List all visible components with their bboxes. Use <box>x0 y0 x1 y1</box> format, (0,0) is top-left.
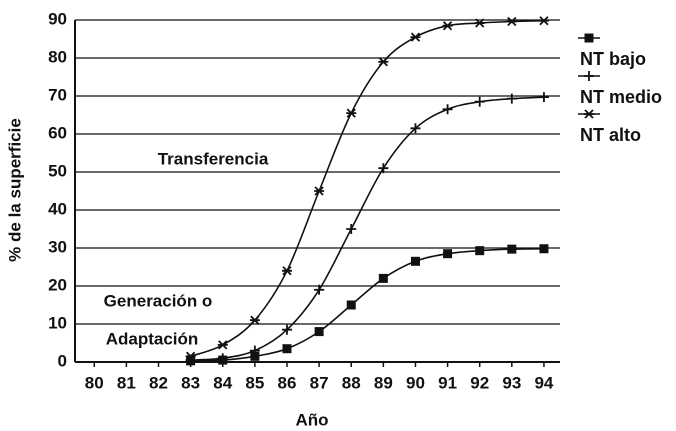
data-point <box>410 123 421 134</box>
data-point <box>443 249 453 259</box>
data-point <box>378 273 388 283</box>
x-tick-label: 83 <box>181 373 200 392</box>
data-point <box>475 246 485 256</box>
data-point <box>314 327 324 337</box>
data-point <box>314 186 325 196</box>
data-point <box>474 18 485 28</box>
data-point <box>250 351 260 361</box>
data-point <box>474 96 485 107</box>
x-tick-label: 82 <box>149 373 168 392</box>
x-tick-label: 91 <box>438 373 457 392</box>
data-point <box>442 21 453 31</box>
data-point <box>217 340 228 350</box>
x-tick-label: 93 <box>502 373 521 392</box>
y-tick-label: 90 <box>48 9 67 28</box>
data-point <box>281 324 292 335</box>
y-tick-label: 50 <box>48 161 67 180</box>
legend-marker <box>584 71 594 81</box>
annotation: Transferencia <box>158 149 269 168</box>
data-point <box>507 244 517 254</box>
data-point <box>506 93 517 104</box>
x-tick-label: 92 <box>470 373 489 392</box>
y-tick-label: 60 <box>48 123 67 142</box>
legend-label: NT bajo <box>580 49 646 69</box>
data-point <box>346 300 356 310</box>
data-point <box>506 16 517 27</box>
x-tick-label: 80 <box>85 373 104 392</box>
series-line <box>190 247 544 362</box>
y-axis-label: % de la superficie <box>5 118 24 262</box>
x-tick-label: 88 <box>342 373 361 392</box>
data-point <box>249 315 260 325</box>
legend-label: NT medio <box>580 87 662 107</box>
data-point <box>185 351 196 361</box>
data-point <box>410 256 420 266</box>
x-tick-label: 86 <box>278 373 297 392</box>
annotation: Generación o <box>104 291 213 310</box>
data-point <box>378 57 389 67</box>
x-tick-label: 94 <box>534 373 553 392</box>
data-point <box>281 266 292 276</box>
data-point <box>282 344 292 354</box>
x-tick-label: 90 <box>406 373 425 392</box>
x-tick-label: 85 <box>245 373 264 392</box>
legend-marker <box>584 109 594 119</box>
series-line <box>190 96 544 361</box>
data-point <box>346 224 357 234</box>
data-point <box>346 108 357 118</box>
legend-marker <box>584 33 594 43</box>
y-tick-label: 40 <box>48 199 67 218</box>
x-tick-label: 81 <box>117 373 136 392</box>
data-point <box>442 104 453 115</box>
legend-label: NT alto <box>580 125 641 145</box>
data-point <box>539 244 549 254</box>
x-tick-label: 89 <box>374 373 393 392</box>
data-point <box>538 16 549 26</box>
data-point <box>378 163 389 174</box>
y-tick-label: 10 <box>48 313 67 332</box>
data-point <box>410 32 421 42</box>
data-point <box>249 345 260 356</box>
annotation: Adaptación <box>106 329 199 348</box>
data-point <box>314 284 325 295</box>
y-tick-label: 30 <box>48 237 67 256</box>
y-tick-label: 20 <box>48 275 67 294</box>
data-point <box>538 92 549 103</box>
data-point <box>217 353 228 364</box>
x-tick-label: 84 <box>213 373 232 392</box>
y-tick-label: 80 <box>48 47 67 66</box>
x-axis-label: Año <box>295 410 328 429</box>
y-tick-label: 70 <box>48 85 67 104</box>
x-tick-label: 87 <box>310 373 329 392</box>
series-line <box>190 19 544 358</box>
y-tick-label: 0 <box>58 351 67 370</box>
